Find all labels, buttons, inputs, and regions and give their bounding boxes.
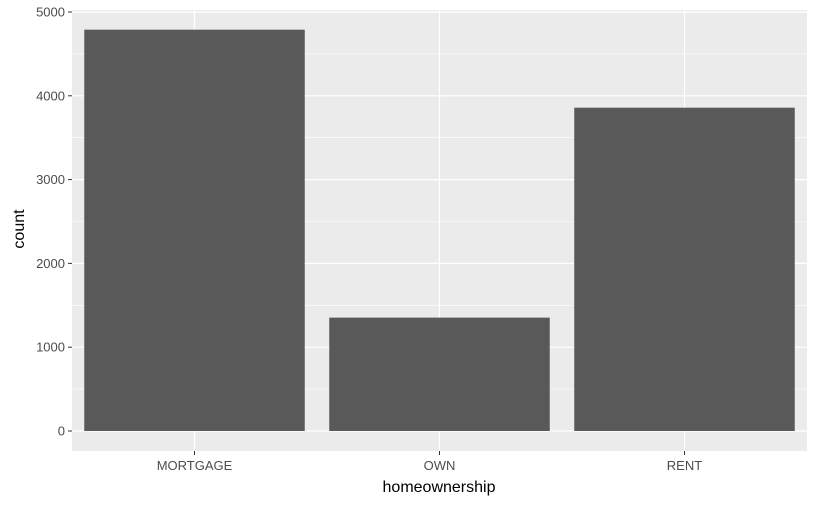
x-axis: MORTGAGE OWN RENT: [157, 451, 702, 473]
bar-rent: [574, 107, 795, 432]
y-axis-title: count: [11, 209, 28, 249]
y-tick-label: 0: [58, 424, 65, 439]
y-tick-label: 2000: [36, 256, 65, 271]
y-tick-label: 3000: [36, 172, 65, 187]
x-tick-label: MORTGAGE: [157, 458, 233, 473]
y-tick-label: 1000: [36, 340, 65, 355]
y-tick-label: 4000: [36, 88, 65, 103]
x-axis-title: homeownership: [383, 479, 496, 496]
y-axis: 0 1000 2000 3000 4000 5000: [36, 5, 72, 439]
bars: [84, 29, 795, 432]
bar-mortgage: [84, 29, 305, 432]
y-tick-label: 5000: [36, 5, 65, 20]
bar-own: [329, 317, 550, 431]
x-tick-label: OWN: [424, 458, 456, 473]
x-tick-label: RENT: [667, 458, 702, 473]
